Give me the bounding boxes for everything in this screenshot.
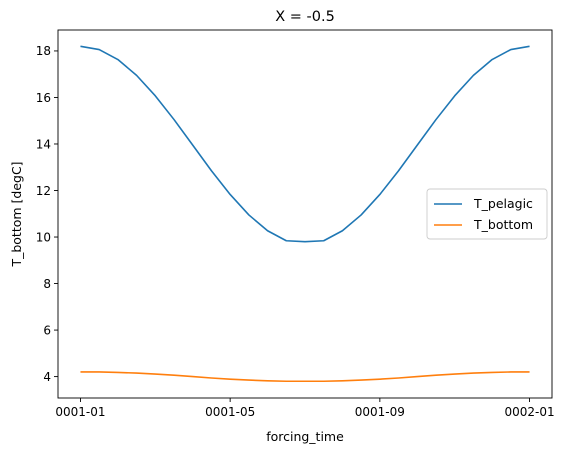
x-tick-label: 0001-01 — [55, 405, 105, 419]
series-line-t-pelagic — [80, 45, 530, 243]
y-axis-label: T_bottom [degC] — [9, 161, 24, 267]
y-tick-label: 10 — [36, 230, 51, 244]
legend-box — [426, 188, 548, 240]
x-tick-label: 0002-01 — [504, 405, 554, 419]
series-line-t-bottom — [80, 371, 530, 383]
y-tick-label: 4 — [43, 370, 51, 384]
x-tick-label: 0001-05 — [205, 405, 255, 419]
plot-area — [80, 45, 530, 383]
y-tick-label: 8 — [43, 277, 51, 291]
chart-title: X = -0.5 — [275, 9, 335, 25]
y-tick-label: 16 — [36, 91, 51, 105]
y-tick-label: 6 — [43, 323, 51, 337]
axes-frame — [57, 29, 553, 399]
legend: T_pelagic T_bottom — [426, 188, 548, 240]
y-tick-label: 14 — [36, 137, 51, 151]
x-axis-label: forcing_time — [266, 429, 344, 444]
x-tick-label: 0001-09 — [355, 405, 405, 419]
legend-label-t-pelagic: T_pelagic — [473, 196, 533, 211]
x-axis: 0001-01 0001-05 0001-09 0002-01 — [55, 398, 555, 419]
y-axis: 4 6 8 10 12 14 16 18 — [36, 44, 58, 384]
legend-label-t-bottom: T_bottom — [473, 217, 533, 232]
y-tick-label: 18 — [36, 44, 51, 58]
y-tick-label: 12 — [36, 184, 51, 198]
